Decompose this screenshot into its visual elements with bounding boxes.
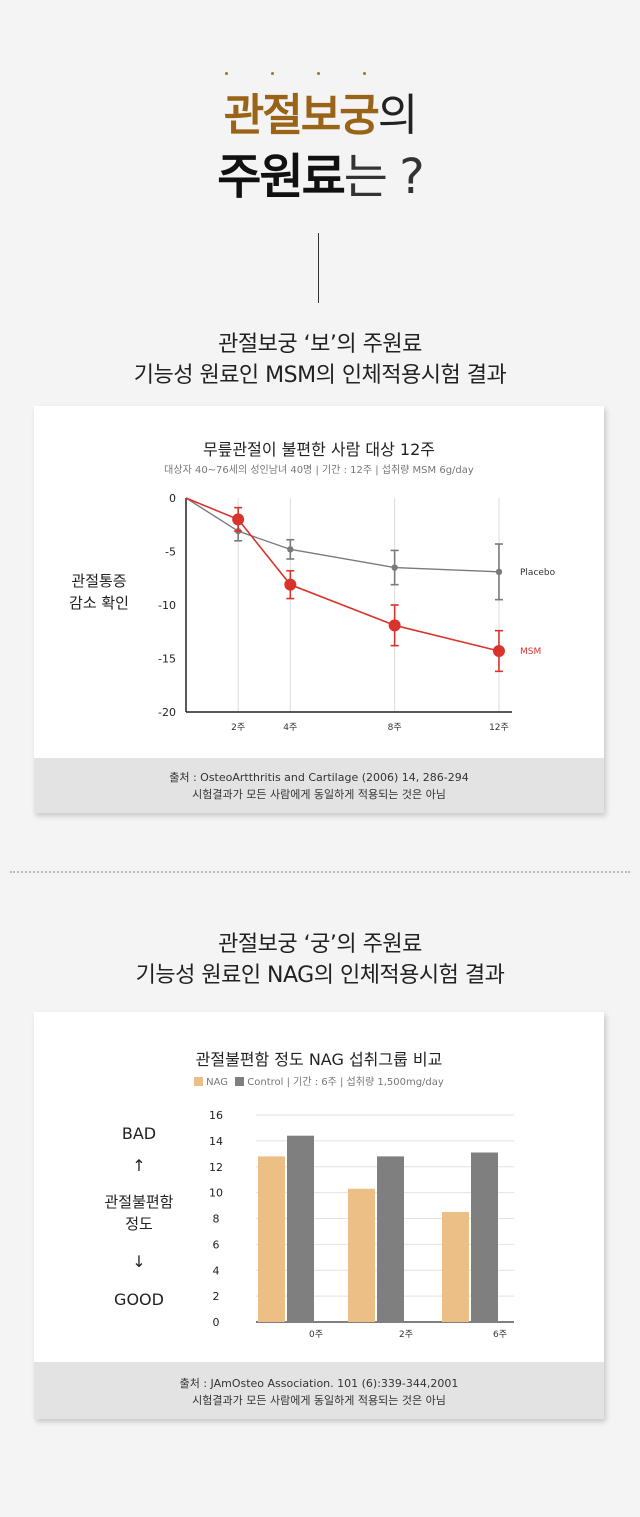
nag-bar-chart: 0 2 4 6 8 10 12 14 16 0주 2주 6주 xyxy=(209,1109,514,1340)
x-tick-label: 2주 xyxy=(231,722,245,733)
y-tick-label: 8 xyxy=(213,1213,220,1226)
chart-legend: NAG Control | 기간 : 6주 | 섭취량 1,500mg/day xyxy=(34,1073,604,1088)
legend-details: | 기간 : 6주 | 섭취량 1,500mg/day xyxy=(286,1077,444,1088)
source-footer: 출처 : OsteoArtthritis and Cartilage (2006… xyxy=(34,758,604,813)
bar-nag xyxy=(442,1212,469,1322)
y-axis-label-line2: 감소 확인 xyxy=(69,594,129,612)
section-separator xyxy=(10,871,630,873)
data-point-msm xyxy=(492,645,505,658)
y-axis-label: 관절통증 감소 확인 xyxy=(54,570,144,614)
section2-title-line2: 기능성 원료인 NAG의 인체적용시험 결과 xyxy=(135,963,505,988)
legend-label-nag: NAG xyxy=(206,1077,229,1088)
bar-nag xyxy=(348,1188,375,1322)
legend-swatch-control xyxy=(235,1077,245,1086)
series-label-msm: MSM xyxy=(520,647,541,657)
source-citation: 출처 : OsteoArtthritis and Cartilage (2006… xyxy=(169,771,469,784)
source-disclaimer: 시험결과가 모든 사람에게 동일하게 적용되는 것은 아님 xyxy=(192,1394,446,1407)
bar-control xyxy=(377,1156,404,1322)
hero-brand: 관절보궁 xyxy=(223,90,380,141)
down-arrow-icon: ↓ xyxy=(132,1252,146,1271)
decorative-dots xyxy=(0,72,640,78)
chart-title: 무릎관절이 불편한 사람 대상 12주 xyxy=(202,440,436,459)
data-point-placebo xyxy=(495,568,503,576)
x-tick-label: 4주 xyxy=(283,722,297,733)
y-tick-label: 14 xyxy=(209,1135,223,1148)
vertical-divider xyxy=(318,233,319,303)
chart-subtitle: 대상자 40~76세의 성인남녀 40명 | 기간 : 12주 | 섭취량 MS… xyxy=(164,465,474,476)
dot xyxy=(363,72,366,75)
x-tick-label: 6주 xyxy=(493,1329,507,1340)
dot xyxy=(225,72,228,75)
hero-line2: 주원료는 ? xyxy=(0,146,640,208)
data-point-placebo xyxy=(391,564,398,571)
hero-question: 는 ? xyxy=(343,149,425,205)
dot xyxy=(317,72,320,75)
section1-title-line2: 기능성 원료인 MSM의 인체적용시험 결과 xyxy=(133,363,507,388)
source-disclaimer: 시험결과가 모든 사람에게 동일하게 적용되는 것은 아님 xyxy=(192,788,446,801)
side-bad: BAD xyxy=(121,1124,157,1143)
hero-line1: 관절보궁의 xyxy=(0,88,640,144)
legend-swatch-nag xyxy=(194,1077,204,1086)
y-tick-label: 10 xyxy=(209,1187,223,1200)
x-tick-label: 2주 xyxy=(399,1329,413,1340)
section1-title-line1: 관절보궁 ‘보’의 주원료 xyxy=(218,332,422,357)
bar-control xyxy=(471,1152,498,1322)
y-tick-label: 16 xyxy=(209,1109,223,1122)
x-tick-label: 12주 xyxy=(489,722,509,733)
msm-line-chart: 0 -5 -10 -15 -20 2주 4주 8주 12주 Placebo MSM xyxy=(158,492,556,733)
hero-keyword: 주원료 xyxy=(217,149,345,205)
side-good: GOOD xyxy=(114,1290,164,1309)
series-label-placebo: Placebo xyxy=(520,568,556,578)
y-tick-label: -20 xyxy=(158,706,176,719)
msm-chart-card: 무릎관절이 불편한 사람 대상 12주 대상자 40~76세의 성인남녀 40명… xyxy=(34,406,604,813)
y-tick-label: 2 xyxy=(213,1290,220,1303)
legend-label-control: Control xyxy=(247,1077,284,1088)
y-tick-label: 0 xyxy=(169,492,176,505)
y-tick-label: 12 xyxy=(209,1161,223,1174)
y-axis-label-line1: 관절통증 xyxy=(71,572,127,590)
data-point-msm xyxy=(284,578,297,591)
side-label-line1: 관절불편함 xyxy=(104,1193,174,1211)
y-tick-label: 0 xyxy=(213,1316,220,1329)
x-tick-label: 0주 xyxy=(309,1329,323,1340)
side-label-line2: 정도 xyxy=(125,1215,153,1233)
y-tick-label: 4 xyxy=(213,1264,220,1277)
data-point-msm xyxy=(232,513,245,526)
y-tick-label: -10 xyxy=(158,599,176,612)
side-scale-label: BAD ↑ 관절불편함 정도 ↓ GOOD xyxy=(84,1123,194,1311)
bar-control xyxy=(287,1135,314,1322)
x-tick-label: 8주 xyxy=(388,722,402,733)
section2-title-line1: 관절보궁 ‘궁’의 주원료 xyxy=(218,932,422,957)
up-arrow-icon: ↑ xyxy=(132,1156,146,1175)
bar-nag xyxy=(258,1156,285,1322)
y-tick-label: -5 xyxy=(165,546,176,559)
dot xyxy=(271,72,274,75)
y-tick-label: 6 xyxy=(213,1238,220,1251)
series-line-placebo xyxy=(185,497,499,573)
hero-particle: 의 xyxy=(377,90,419,141)
data-point-placebo xyxy=(287,546,294,553)
chart-title: 관절불편함 정도 NAG 섭취그룹 비교 xyxy=(195,1050,443,1069)
nag-chart-card: 관절불편함 정도 NAG 섭취그룹 비교 NAG Control | 기간 : … xyxy=(34,1012,604,1419)
y-tick-label: -15 xyxy=(158,653,176,666)
data-point-msm xyxy=(388,619,401,632)
source-citation: 출처 : JAmOsteo Association. 101 (6):339-3… xyxy=(179,1377,459,1390)
source-footer: 출처 : JAmOsteo Association. 101 (6):339-3… xyxy=(34,1362,604,1419)
